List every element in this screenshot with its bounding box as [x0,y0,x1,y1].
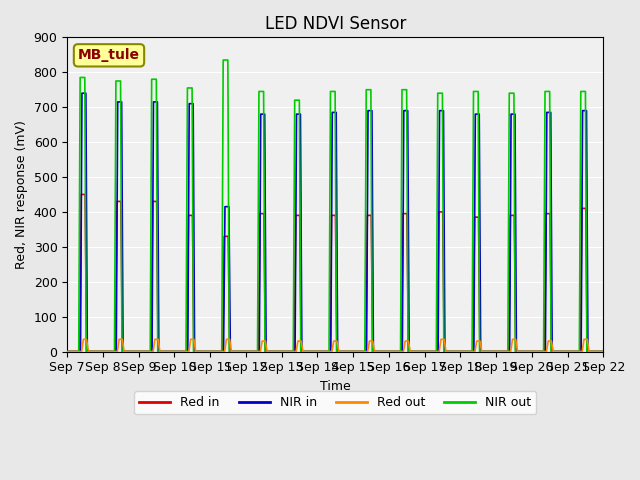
Legend: Red in, NIR in, Red out, NIR out: Red in, NIR in, Red out, NIR out [134,391,536,414]
Text: MB_tule: MB_tule [78,48,140,62]
X-axis label: Time: Time [320,380,351,393]
Title: LED NDVI Sensor: LED NDVI Sensor [264,15,406,33]
Y-axis label: Red, NIR response (mV): Red, NIR response (mV) [15,120,28,269]
